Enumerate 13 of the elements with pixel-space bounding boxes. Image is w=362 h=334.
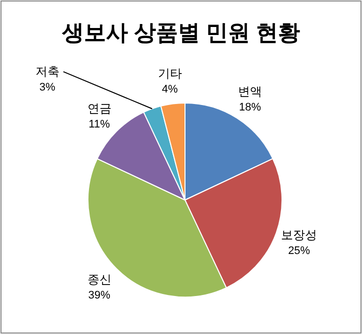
- data-label: 18%: [238, 102, 262, 114]
- chart-title: 생보사 상품별 민원 현황: [60, 20, 300, 45]
- data-label: 25%: [288, 245, 310, 258]
- data-label: 11%: [88, 118, 110, 130]
- data-label: 4%: [162, 84, 178, 96]
- slice-label: 저축: [35, 64, 60, 79]
- data-label: 3%: [39, 82, 56, 94]
- slice-label: 종신: [87, 272, 112, 287]
- slice-label: 기타: [158, 66, 182, 81]
- data-label: 39%: [88, 290, 110, 302]
- slice-label: 연금: [87, 101, 112, 116]
- slice-label: 변액: [238, 84, 262, 99]
- slice-label: 보장성: [281, 228, 318, 242]
